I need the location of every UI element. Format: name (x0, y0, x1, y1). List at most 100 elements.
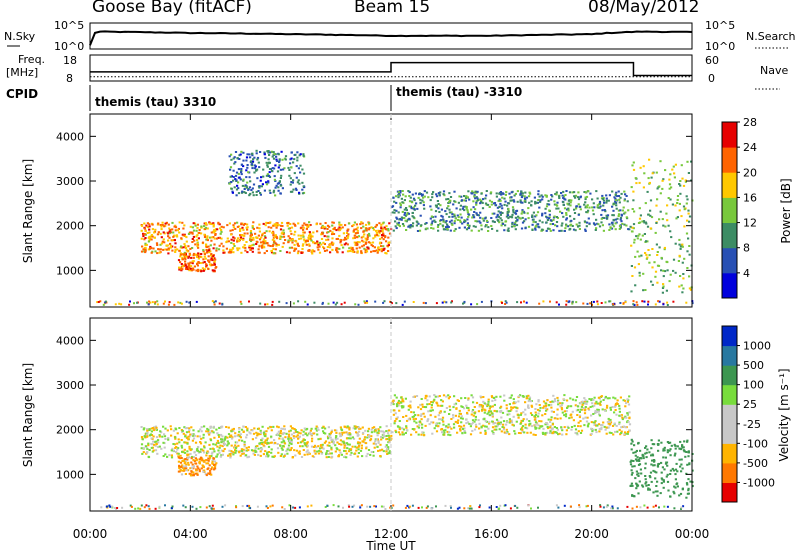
power-colorbar-label: Power [dB] (779, 178, 793, 243)
vel-cells-cell (227, 433, 231, 436)
vel-cells-cell (294, 430, 297, 433)
power-cells-cell (442, 193, 445, 196)
power-cells-cell (335, 229, 338, 232)
vel-cells-cell (308, 452, 311, 455)
vel-cells-cell (333, 429, 337, 432)
vel-cells-cell (666, 473, 669, 476)
vel-cells-cell (260, 431, 263, 434)
vel-cells-cell (678, 494, 681, 497)
power-cells-cell (220, 242, 223, 245)
vel-cells-cell (388, 436, 391, 439)
power-cells-cell (654, 270, 658, 273)
power-cells-cell (648, 254, 651, 257)
vel-cells-cell (192, 465, 196, 468)
vel-cells-cell (280, 453, 283, 456)
power-cells-cell (210, 236, 213, 239)
power-cells-cell (145, 224, 148, 227)
power-cells-cell (263, 231, 266, 234)
vel-cells-cell (674, 447, 677, 450)
vel-cells-cell (217, 442, 220, 444)
vel-cells-cell (404, 506, 407, 509)
power-cells-cell (513, 223, 516, 226)
power-cells-cell (205, 249, 208, 251)
vel-cells-cell (648, 488, 651, 491)
vel-cells-cell (689, 480, 692, 483)
power-cells-cell (298, 237, 301, 240)
power-cells-cell (140, 224, 144, 227)
vel-cells-cell (339, 435, 342, 438)
power-cells-cell (531, 223, 534, 226)
power-cells-cell (510, 215, 513, 218)
power-cells-cell (476, 190, 479, 193)
power-cells-cell (672, 258, 676, 261)
power-cells-cell (148, 225, 151, 228)
power-cells-cell (266, 303, 269, 306)
vel-cells-cell (605, 406, 609, 409)
power-cells-cell (321, 232, 324, 235)
vel-cells-cell (460, 425, 463, 428)
power-cells-cell (208, 248, 211, 251)
power-cells-cell (220, 225, 223, 228)
power-cells-cell (214, 266, 217, 269)
vel-cells-cell (202, 466, 205, 469)
vel-cells-cell (370, 435, 373, 438)
vel-cells-cell (202, 470, 205, 473)
power-cells-cell (617, 190, 620, 193)
vel-cells-cell (184, 435, 187, 438)
time-tick-label: 08:00 (273, 527, 308, 541)
vel-cells-cell (381, 430, 384, 433)
power-cells-cell (147, 303, 150, 306)
vel-cells-cell (686, 439, 689, 442)
power-cells-cell (193, 265, 196, 268)
time-tick-label: 00:00 (675, 527, 710, 541)
power-cells-cell (445, 220, 448, 222)
vel-cells-cell (151, 450, 154, 453)
vel-cells-cell (600, 426, 603, 429)
power-cells-cell (530, 200, 533, 203)
vel-cells-cell (527, 400, 530, 403)
vel-cells-cell (461, 417, 464, 420)
power-cells-cell (348, 250, 351, 253)
power-cells-cell (659, 192, 662, 195)
vel-cells-cell (330, 430, 333, 433)
vel-cells-cell (626, 505, 629, 508)
power-cells-cell (390, 302, 393, 305)
vel-cells-cell (470, 423, 473, 426)
vel-cells-cell (415, 421, 418, 424)
vel-cells-cell (397, 431, 400, 434)
vel-cells-cell (175, 446, 178, 448)
power-cells-cell (354, 243, 357, 246)
power-cells-cell (214, 228, 218, 231)
vel-cells-cell (357, 426, 360, 429)
vel-cells-cell (593, 396, 596, 399)
power-cells-cell (562, 201, 565, 204)
power-cells-cell (99, 300, 102, 303)
vel-cells-cell (660, 441, 663, 444)
power-cells-cell (578, 221, 581, 224)
vel-cells-cell (666, 505, 669, 508)
vel-cells-cell (600, 428, 603, 431)
vel-cells-cell (669, 469, 672, 472)
vel-cells-cell (618, 421, 621, 424)
power-cells-cell (184, 260, 187, 263)
power-cells-cell (425, 227, 428, 230)
vel-cells-cell (295, 435, 298, 438)
power-cells-cell (203, 233, 206, 236)
power-cells-cell (551, 195, 554, 198)
power-cells-cell (213, 229, 216, 232)
vel-cells-cell (530, 405, 534, 408)
vel-cells-cell (660, 482, 663, 485)
vel-cells-cell (302, 449, 305, 451)
vel-cells-cell (293, 428, 296, 430)
colorbar-tick-label: 8 (743, 242, 750, 255)
power-cells-cell (267, 150, 270, 152)
vel-cells-cell (443, 410, 446, 413)
power-cells-cell (270, 226, 273, 229)
vel-cells-cell (198, 435, 201, 438)
vel-cells-cell (644, 475, 647, 477)
vel-cells-cell (271, 504, 274, 507)
power-cells-cell (423, 195, 426, 198)
power-cells-cell (203, 255, 206, 258)
power-cells-cell (353, 234, 356, 237)
power-cells-cell (233, 222, 237, 225)
